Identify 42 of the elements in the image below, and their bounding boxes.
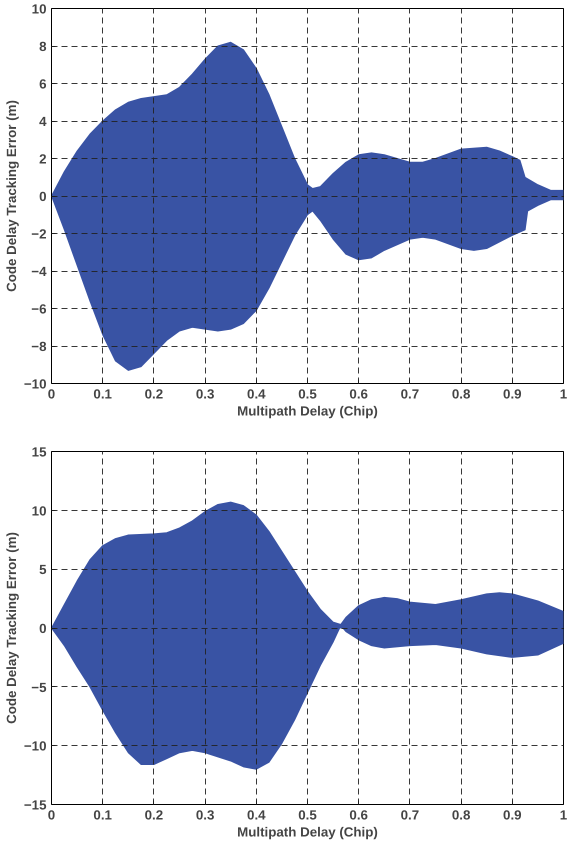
x-tick-label: 0.9	[503, 386, 522, 402]
x-tick-label: 0.4	[247, 808, 266, 822]
y-tick-label: 15	[32, 444, 48, 460]
x-tick-label: 1	[560, 808, 568, 822]
x-tick-label: 0.7	[400, 386, 420, 402]
y-tick-label: −2	[31, 226, 47, 242]
x-tick-label: 0.8	[452, 808, 470, 822]
x-tick-label: 0.3	[196, 386, 214, 402]
y-tick-label: 6	[39, 76, 47, 92]
y-tick-label: −4	[31, 264, 48, 279]
y-tick-label: 4	[39, 114, 48, 129]
x-tick-label: 0.3	[196, 808, 214, 822]
y-tick-label: 0	[39, 621, 47, 636]
y-axis-title: Code Delay Tracking Error (m)	[4, 532, 19, 724]
x-axis-title: Multipath Delay (Chip)	[237, 404, 378, 418]
y-tick-label: 10	[32, 503, 47, 518]
x-axis-title: Multipath Delay (Chip)	[237, 824, 378, 840]
y-tick-label: 8	[39, 39, 47, 54]
y-axis-title: Code Delay Tracking Error (m)	[4, 100, 19, 292]
x-tick-label: 0.2	[144, 808, 164, 822]
x-tick-label: 0.5	[298, 386, 318, 402]
y-tick-label: −15	[24, 798, 48, 812]
x-tick-label: 0.5	[298, 808, 318, 822]
y-tick-label: −10	[24, 738, 46, 754]
x-tick-label: 0.6	[349, 386, 368, 402]
x-tick-label: 0.2	[144, 386, 164, 402]
y-tick-label: −8	[31, 339, 47, 354]
x-tick-label: 0.7	[400, 808, 420, 822]
y-tick-label: −10	[24, 376, 46, 392]
x-tick-label: 1	[560, 386, 568, 402]
y-tick-label: 0	[39, 189, 47, 204]
y-tick-label: 10	[32, 2, 47, 16]
y-tick-label: −6	[31, 302, 47, 316]
y-tick-label: 5	[39, 562, 48, 578]
x-tick-label: 0.8	[452, 386, 470, 402]
x-tick-label: 0.6	[349, 808, 368, 822]
x-tick-label: 0.9	[503, 808, 522, 822]
y-tick-label: 2	[39, 152, 47, 166]
x-tick-label: 0.1	[93, 808, 113, 822]
x-tick-label: 0.1	[93, 386, 113, 402]
x-tick-label: 0.4	[247, 386, 266, 402]
y-tick-label: −5	[31, 680, 48, 695]
